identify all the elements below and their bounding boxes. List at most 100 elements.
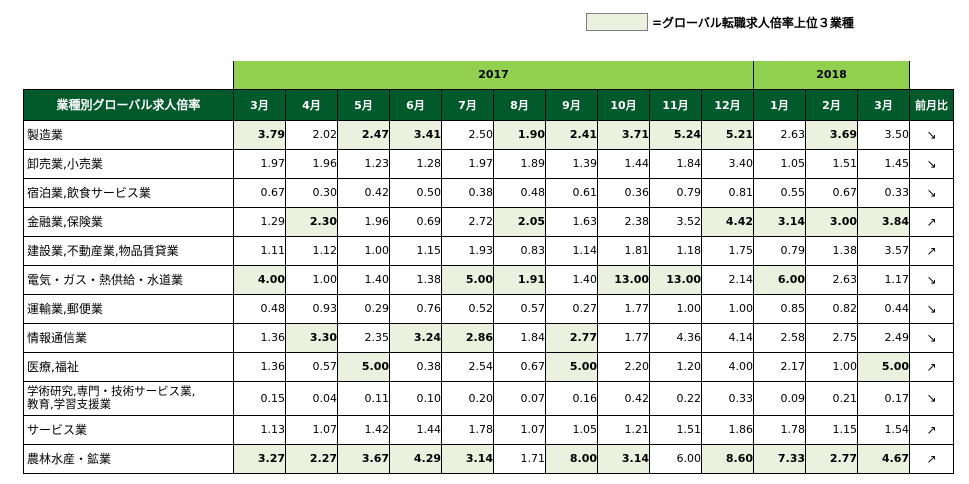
value-cell: 1.78 <box>753 414 806 445</box>
value-cell: 0.44 <box>857 293 910 324</box>
value-cell: 1.71 <box>493 443 546 474</box>
value-cell: 3.14 <box>441 443 494 474</box>
value-cell: 1.38 <box>389 264 442 295</box>
value-cell: 1.45 <box>857 148 910 179</box>
value-cell: 0.61 <box>545 177 598 208</box>
value-cell: 0.42 <box>597 380 650 416</box>
value-cell: 2.02 <box>285 119 338 150</box>
value-cell: 0.21 <box>805 380 858 416</box>
value-cell: 3.71 <box>597 119 650 150</box>
row-category: 製造業 <box>23 119 234 150</box>
value-cell: 1.05 <box>753 148 806 179</box>
row-category: 電気・ガス・熱供給・水道業 <box>23 264 234 295</box>
value-cell: 2.30 <box>285 206 338 237</box>
value-cell: 1.05 <box>545 414 598 445</box>
value-cell: 0.22 <box>649 380 702 416</box>
value-cell: 0.15 <box>233 380 286 416</box>
value-cell: 0.33 <box>857 177 910 208</box>
value-cell: 0.79 <box>753 235 806 266</box>
arrow-down-right-icon: ↘ <box>909 148 954 179</box>
table-row: 運輸業,郵便業 0.48 0.93 0.29 0.76 0.52 0.57 0.27 1.77 1… <box>23 293 954 324</box>
value-cell: 2.63 <box>805 264 858 295</box>
value-cell: 13.00 <box>649 264 702 295</box>
value-cell: 5.00 <box>857 351 910 382</box>
table-row: 製造業 3.79 2.02 2.47 3.41 2.50 1.90 2.41 3.71 5.24 5… <box>23 119 954 150</box>
value-cell: 2.75 <box>805 322 858 353</box>
value-cell: 1.28 <box>389 148 442 179</box>
value-cell: 0.83 <box>493 235 546 266</box>
value-cell: 0.38 <box>389 351 442 382</box>
header-month: 12月 <box>701 88 754 121</box>
value-cell: 2.20 <box>597 351 650 382</box>
value-cell: 1.15 <box>805 414 858 445</box>
value-cell: 5.24 <box>649 119 702 150</box>
value-cell: 2.17 <box>753 351 806 382</box>
value-cell: 8.00 <box>545 443 598 474</box>
arrow-up-right-icon: ↗ <box>909 414 954 445</box>
value-cell: 2.54 <box>441 351 494 382</box>
value-cell: 2.72 <box>441 206 494 237</box>
row-category-line1: 学術研究,専門・技術サービス業, <box>27 384 196 398</box>
header-category: 業種別グローバル求人倍率 <box>23 88 234 121</box>
value-cell: 0.48 <box>233 293 286 324</box>
value-cell: 5.00 <box>441 264 494 295</box>
value-cell: 0.67 <box>233 177 286 208</box>
value-cell: 0.04 <box>285 380 338 416</box>
value-cell: 1.36 <box>233 322 286 353</box>
row-category: 建設業,不動産業,物品賃貸業 <box>23 235 234 266</box>
value-cell: 1.54 <box>857 414 910 445</box>
value-cell: 0.36 <box>597 177 650 208</box>
value-cell: 0.30 <box>285 177 338 208</box>
value-cell: 2.41 <box>545 119 598 150</box>
value-cell: 1.39 <box>545 148 598 179</box>
value-cell: 0.93 <box>285 293 338 324</box>
arrow-down-right-icon: ↘ <box>909 380 954 416</box>
header-month: 5月 <box>337 88 390 121</box>
value-cell: 1.38 <box>805 235 858 266</box>
arrow-down-right-icon: ↘ <box>909 264 954 295</box>
value-cell: 1.81 <box>597 235 650 266</box>
value-cell: 2.38 <box>597 206 650 237</box>
value-cell: 0.82 <box>805 293 858 324</box>
value-cell: 1.40 <box>545 264 598 295</box>
value-cell: 5.00 <box>545 351 598 382</box>
arrow-up-right-icon: ↗ <box>909 235 954 266</box>
value-cell: 0.85 <box>753 293 806 324</box>
value-cell: 1.63 <box>545 206 598 237</box>
value-cell: 0.52 <box>441 293 494 324</box>
year-row: 2017 2018 <box>23 61 954 89</box>
header-month: 10月 <box>597 88 650 121</box>
year-header-2018: 2018 <box>753 61 910 89</box>
value-cell: 4.29 <box>389 443 442 474</box>
table-row: 宿泊業,飲食サービス業 0.67 0.30 0.42 0.50 0.38 0.48 0.61 0… <box>23 177 954 208</box>
value-cell: 1.07 <box>493 414 546 445</box>
value-cell: 1.90 <box>493 119 546 150</box>
value-cell: 0.11 <box>337 380 390 416</box>
value-cell: 0.81 <box>701 177 754 208</box>
value-cell: 0.48 <box>493 177 546 208</box>
header-month: 8月 <box>493 88 546 121</box>
header-month: 2月 <box>805 88 858 121</box>
value-cell: 4.00 <box>701 351 754 382</box>
value-cell: 1.93 <box>441 235 494 266</box>
table-row: 金融業,保険業 1.29 2.30 1.96 0.69 2.72 2.05 1.63 2.38 3… <box>23 206 954 237</box>
value-cell: 3.41 <box>389 119 442 150</box>
value-cell: 1.00 <box>701 293 754 324</box>
value-cell: 7.33 <box>753 443 806 474</box>
value-cell: 0.76 <box>389 293 442 324</box>
value-cell: 0.67 <box>493 351 546 382</box>
value-cell: 3.57 <box>857 235 910 266</box>
table-row: 医療,福祉 1.36 0.57 5.00 0.38 2.54 0.67 5.00 2.20 1.2… <box>23 351 954 382</box>
value-cell: 1.07 <box>285 414 338 445</box>
job-ratio-table: 2017 2018 業種別グローバル求人倍率 3月 4月 5月 6月 7月 8月 9月 10月… <box>23 61 954 474</box>
value-cell: 0.57 <box>493 293 546 324</box>
value-cell: 0.17 <box>857 380 910 416</box>
value-cell: 2.77 <box>805 443 858 474</box>
value-cell: 1.89 <box>493 148 546 179</box>
arrow-up-right-icon: ↗ <box>909 206 954 237</box>
value-cell: 13.00 <box>597 264 650 295</box>
value-cell: 3.79 <box>233 119 286 150</box>
value-cell: 0.33 <box>701 380 754 416</box>
value-cell: 1.23 <box>337 148 390 179</box>
arrow-down-right-icon: ↘ <box>909 177 954 208</box>
